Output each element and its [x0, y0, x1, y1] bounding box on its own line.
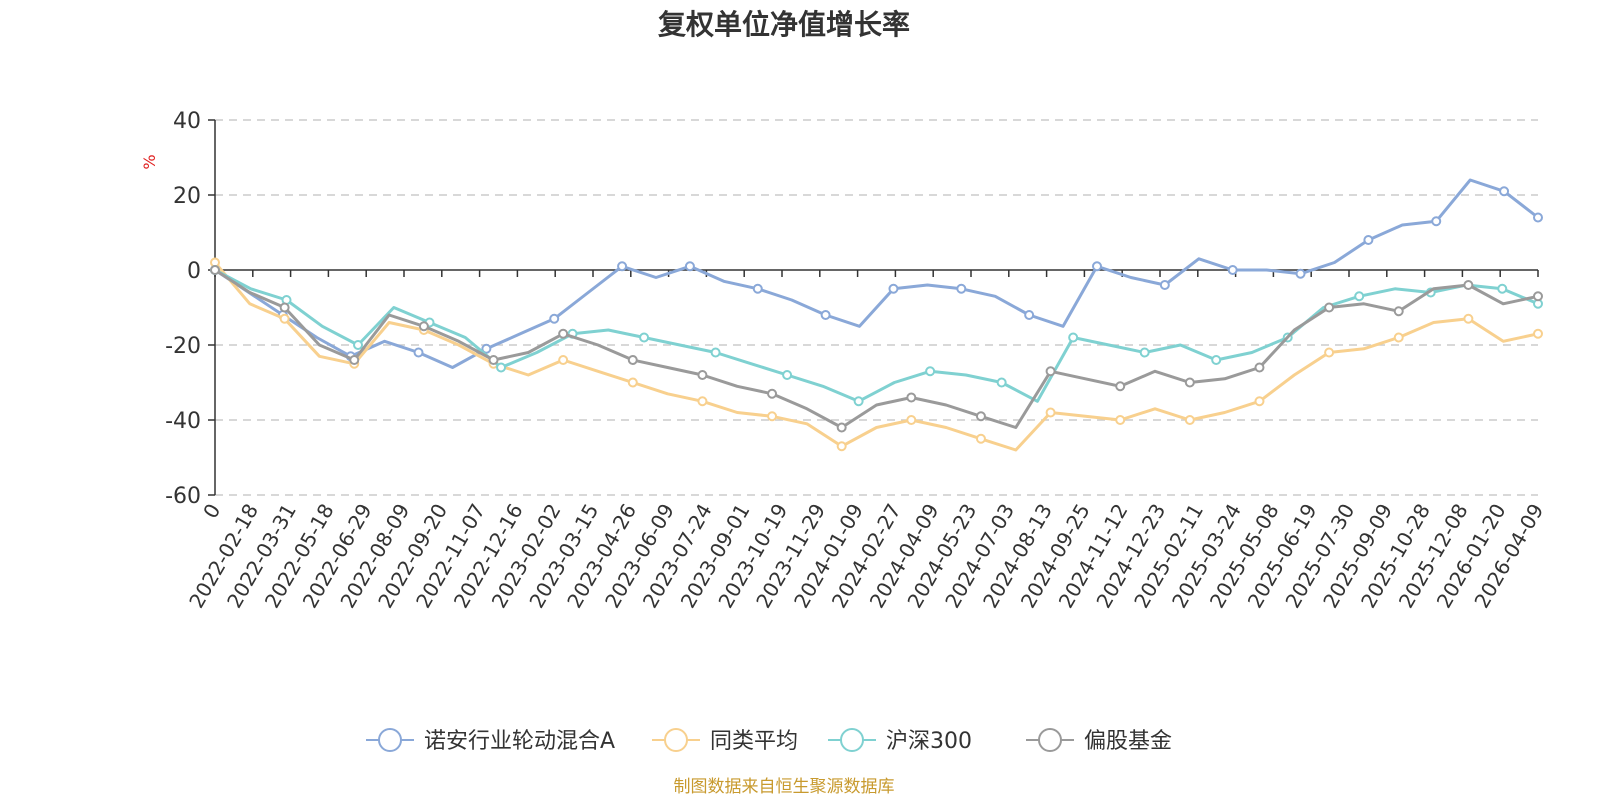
axes: 40200-20-40-6002022-02-182022-03-312022-… [165, 109, 1548, 612]
chart-title: 复权单位净值增长率 [658, 8, 910, 41]
data-point [956, 283, 967, 294]
data-point [1393, 332, 1404, 343]
data-point [1295, 268, 1306, 279]
y-axis-unit-label: % [140, 154, 159, 169]
data-point [481, 343, 492, 354]
data-point [1184, 377, 1195, 388]
data-point [1115, 415, 1126, 425]
data-point [1354, 291, 1365, 302]
data-point [906, 392, 917, 403]
data-point [752, 283, 763, 294]
data-point [1497, 283, 1508, 294]
x-tick-label: 0 [198, 500, 225, 523]
data-point [488, 355, 499, 365]
data-point [1024, 310, 1035, 320]
data-point [549, 313, 560, 324]
data-point [975, 411, 986, 422]
data-point [1045, 366, 1056, 377]
data-point [1159, 280, 1170, 290]
data-point [1254, 396, 1265, 407]
data-point [767, 411, 778, 422]
data-point [1254, 362, 1265, 373]
data-point [418, 321, 429, 332]
data-point [279, 302, 290, 313]
series-line [214, 268, 1539, 403]
data-point [1324, 347, 1335, 358]
y-tick-label: 0 [187, 259, 201, 284]
series-line [214, 268, 1539, 429]
data-point [782, 370, 793, 380]
legend-label: 诺安行业轮动混合A [424, 729, 615, 754]
source-note: 制图数据来自恒生聚源数据库 [674, 777, 895, 797]
data-point [1092, 261, 1102, 272]
data-point [627, 377, 638, 388]
data-point [558, 328, 569, 339]
plot-area [210, 178, 1543, 452]
legend-label: 同类平均 [710, 729, 798, 754]
data-point [1533, 212, 1543, 223]
data-point [1045, 407, 1056, 418]
data-point [710, 347, 721, 358]
legend-label: 沪深300 [886, 729, 972, 754]
y-tick-label: -40 [165, 409, 201, 434]
data-point [975, 433, 986, 444]
data-point [697, 396, 708, 407]
legend-marker [378, 728, 402, 752]
legend-marker [1038, 728, 1062, 752]
grid-lines [215, 119, 1538, 496]
data-point [836, 441, 847, 452]
data-point [767, 388, 778, 399]
data-point [853, 396, 864, 407]
data-point [1463, 313, 1474, 324]
data-point [697, 370, 708, 380]
data-point [836, 422, 847, 433]
data-point [1463, 280, 1474, 290]
series-line [213, 261, 1539, 452]
data-point [1139, 347, 1150, 358]
data-point [1227, 265, 1238, 275]
data-point [1363, 235, 1374, 245]
y-tick-label: 20 [173, 184, 201, 209]
data-point [413, 347, 424, 358]
data-point [1533, 291, 1543, 302]
data-point [1431, 216, 1442, 227]
data-point [888, 283, 899, 294]
y-tick-label: -20 [165, 334, 201, 359]
data-point [820, 310, 831, 320]
data-point [906, 415, 917, 425]
data-point [1533, 328, 1543, 339]
data-point [925, 366, 936, 377]
data-point [279, 313, 290, 324]
data-point [996, 377, 1007, 388]
data-point [627, 355, 638, 365]
data-point [349, 355, 360, 365]
data-point [558, 355, 569, 365]
data-point [617, 261, 628, 272]
legend-marker [664, 728, 688, 752]
data-point [1499, 186, 1510, 197]
y-tick-label: 40 [173, 109, 201, 134]
series-line [214, 178, 1539, 369]
data-point [1393, 306, 1404, 317]
data-point [639, 332, 650, 343]
y-tick-label: -60 [165, 484, 201, 509]
data-point [1115, 381, 1126, 392]
data-point [1068, 332, 1079, 343]
data-point [1184, 415, 1195, 425]
data-point [1211, 355, 1222, 365]
data-point [496, 362, 507, 373]
legend: 诺安行业轮动混合A 同类平均 沪深300 偏股基金 [366, 728, 1172, 754]
data-point [210, 265, 220, 275]
data-point [684, 261, 695, 272]
data-point [1324, 302, 1335, 313]
legend-label: 偏股基金 [1084, 729, 1172, 754]
data-point [353, 340, 364, 350]
legend-marker [840, 728, 864, 752]
